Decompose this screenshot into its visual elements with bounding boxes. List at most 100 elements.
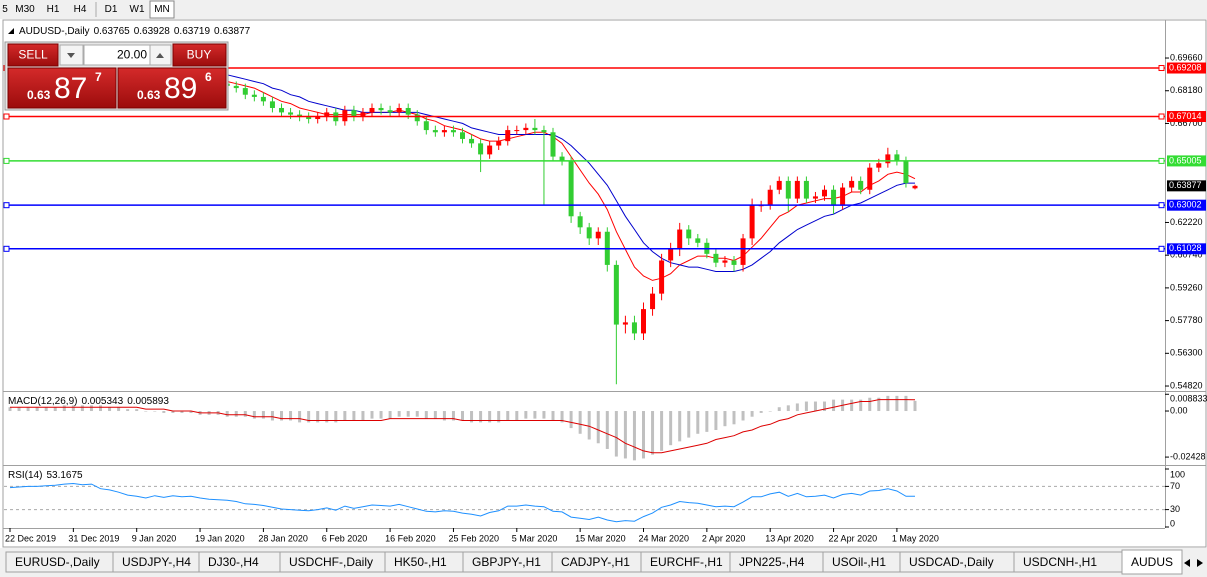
macd-bar	[17, 407, 21, 412]
tab-scroll-left[interactable]	[1184, 559, 1190, 567]
level-label-bg	[1167, 155, 1206, 167]
candle-body	[387, 110, 393, 113]
candle-body	[595, 231, 601, 239]
level-handle[interactable]	[3, 157, 10, 164]
macd-bar	[786, 405, 790, 412]
candle-body	[405, 107, 411, 115]
low-value: 0.63719	[174, 26, 211, 37]
timeframe-button[interactable]: 5	[2, 4, 8, 15]
sell-label: SELL	[18, 48, 48, 62]
macd-bar	[569, 411, 573, 429]
y-tick-label: 0.66700	[1170, 118, 1203, 128]
sell-price-big-figure: 0.63	[27, 88, 51, 102]
open-value: 0.63765	[94, 26, 131, 37]
chart-tab-label: USDJPY-,H4	[122, 555, 191, 569]
macd-bar	[506, 411, 510, 421]
y-tick-label: 100	[1170, 469, 1185, 479]
macd-bar	[433, 411, 437, 419]
chart-tab-label: USOil-,H1	[832, 555, 886, 569]
candle-body	[297, 114, 303, 117]
macd-bar	[261, 411, 265, 419]
macd-bar	[596, 411, 600, 444]
timeframe-button[interactable]: H4	[74, 4, 87, 15]
tab-scroll-right[interactable]	[1197, 559, 1203, 567]
y-tick-label: 0.57780	[1170, 315, 1203, 325]
macd-bar	[144, 411, 148, 412]
x-tick-label: 31 Dec 2019	[68, 533, 119, 543]
y-tick-label: 70	[1170, 481, 1180, 491]
candle-body	[876, 163, 882, 168]
candle-body	[432, 130, 438, 133]
y-tick-label: 0.60740	[1170, 250, 1203, 260]
level-handle[interactable]	[3, 202, 10, 209]
candle-body	[487, 145, 493, 155]
macd-bar	[180, 411, 184, 413]
macd-bar	[696, 411, 700, 434]
y-tick-label: 0.59260	[1170, 282, 1203, 292]
x-tick-label: 19 Jan 2020	[195, 533, 245, 543]
y-tick-label: 0.68180	[1170, 85, 1203, 95]
macd-bar	[578, 411, 582, 434]
candle-body	[269, 101, 275, 108]
level-handle[interactable]	[3, 113, 10, 120]
macd-title: MACD(12,26,9)	[8, 396, 77, 407]
rsi-line	[9, 482, 916, 523]
candle-body	[514, 130, 520, 132]
macd-bar	[642, 411, 645, 459]
timeframe-button[interactable]: D1	[105, 4, 118, 15]
macd-bar	[768, 411, 772, 412]
chart-tab-label: EURCHF-,H1	[650, 555, 723, 569]
timeframe-button[interactable]: M30	[15, 4, 35, 15]
macd-bar	[189, 411, 193, 413]
candle-body	[315, 116, 321, 120]
level-label-bg	[1167, 111, 1206, 123]
candle-body	[577, 216, 583, 228]
candle-body	[849, 180, 855, 188]
x-tick-label: 16 Feb 2020	[385, 533, 436, 543]
macd-bar	[270, 411, 274, 421]
level-handle[interactable]	[1158, 202, 1165, 209]
candle-body	[288, 112, 294, 115]
rsi-title: RSI(14)	[8, 470, 42, 481]
timeframe-button[interactable]: H1	[47, 4, 60, 15]
x-tick-label: 9 Jan 2020	[132, 533, 177, 543]
timeframe-button[interactable]: MN	[154, 4, 170, 15]
chart-tab[interactable]	[1121, 549, 1183, 575]
sell-button[interactable]	[7, 43, 59, 67]
timeframe-button[interactable]: W1	[130, 4, 145, 15]
buy-button[interactable]	[172, 43, 227, 67]
level-handle[interactable]	[1158, 113, 1165, 120]
macd-bar	[551, 411, 555, 421]
macd-bar	[813, 401, 817, 412]
x-tick-label: 5 Mar 2020	[512, 533, 558, 543]
macd-bar	[533, 411, 537, 419]
candle-body	[785, 180, 791, 199]
candle-body	[233, 85, 239, 89]
chart-tabs: EURUSD-,Daily USDJPY-,H4 DJ30-,H4 USDCHF-,D…	[5, 549, 1183, 575]
macd-bar	[234, 411, 238, 417]
candle-body	[650, 293, 656, 310]
macd-bar	[651, 411, 655, 455]
x-tick-label: 6 Feb 2020	[322, 533, 368, 543]
candle-body	[532, 127, 538, 131]
candle-body	[360, 112, 366, 117]
level-handle[interactable]	[3, 245, 10, 252]
x-tick-label: 22 Dec 2019	[5, 533, 56, 543]
level-label-bg	[1167, 62, 1206, 74]
sell-price-box[interactable]	[7, 67, 117, 109]
level-handle[interactable]	[1158, 65, 1165, 72]
x-tick-label: 28 Jan 2020	[258, 533, 308, 543]
macd-bar	[623, 411, 627, 459]
level-handle[interactable]	[1158, 157, 1165, 164]
candle-body	[260, 96, 266, 102]
close-value: 0.63877	[214, 26, 251, 37]
macd-bar	[777, 407, 781, 412]
macd-bar	[71, 405, 75, 412]
x-tick-label: 15 Mar 2020	[575, 533, 626, 543]
macd-bar	[759, 411, 763, 413]
buy-price-box[interactable]	[117, 67, 227, 109]
y-tick-label: 0.56300	[1170, 348, 1203, 358]
macd-bar	[877, 397, 881, 412]
level-handle[interactable]	[1158, 245, 1165, 252]
